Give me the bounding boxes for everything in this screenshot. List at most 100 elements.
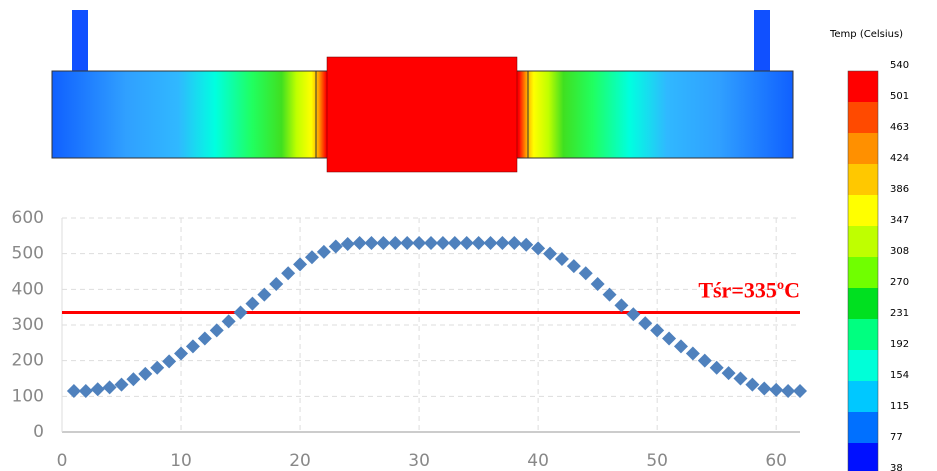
heater-block (326, 56, 518, 173)
point (90, 382, 105, 397)
point (507, 235, 522, 250)
post (72, 10, 88, 72)
heat-map (51, 10, 794, 173)
point (519, 237, 534, 252)
colorbar: Temp (Celsius) 540 501 463 424 386 347 308 270 23… (829, 29, 909, 471)
point (650, 323, 665, 338)
point (340, 237, 355, 252)
point (412, 235, 427, 250)
point (697, 353, 712, 368)
point (185, 339, 200, 354)
y-tick-label: 100 (12, 386, 44, 406)
colorbar-label: 38 (890, 463, 903, 471)
point (554, 252, 569, 267)
point (793, 383, 807, 398)
point (114, 377, 129, 392)
colorbar-segment (848, 381, 878, 412)
colorbar-segment (848, 350, 878, 381)
y-tick-label: 500 (12, 244, 44, 264)
point (638, 316, 653, 331)
colorbar-label: 424 (890, 153, 909, 164)
point (614, 298, 629, 313)
colorbar-label: 463 (890, 122, 909, 133)
point (673, 339, 688, 354)
colorbar-label: 192 (890, 339, 909, 350)
colorbar-segment (848, 133, 878, 164)
point (174, 346, 189, 361)
point (66, 383, 81, 398)
scatter-chart: 0 100 200 300 400 500 600 0 10 20 30 40 50 60 Tśr=335º… (12, 208, 807, 471)
point (293, 257, 308, 272)
point (281, 266, 296, 281)
colorbar-label: 540 (890, 60, 909, 71)
point (257, 287, 272, 302)
y-tick-label: 600 (12, 208, 44, 228)
colorbar-label: 386 (890, 184, 909, 195)
point (543, 246, 558, 261)
point (304, 250, 319, 265)
point (352, 235, 367, 250)
colorbar-segment (848, 412, 878, 443)
point (483, 235, 498, 250)
colorbar-label: 347 (890, 215, 909, 226)
point (626, 307, 641, 322)
colorbar-label: 501 (890, 91, 909, 102)
colorbar-segment (848, 288, 878, 319)
point (162, 354, 177, 369)
reference-label: Tśr=335ºC (698, 278, 800, 303)
y-tick-label: 200 (12, 351, 44, 371)
point (459, 235, 474, 250)
point (138, 366, 153, 381)
colorbar-segment (848, 226, 878, 257)
point (78, 383, 93, 398)
colorbar-label: 231 (890, 308, 909, 319)
x-tick-label: 60 (765, 451, 787, 471)
x-tick-label: 50 (646, 451, 668, 471)
colorbar-segment (848, 164, 878, 195)
colorbar-segment (848, 195, 878, 226)
point (424, 235, 438, 250)
colorbar-title: Temp (Celsius) (829, 29, 903, 40)
point (745, 377, 760, 392)
colorbar-segment (848, 319, 878, 350)
point (150, 360, 165, 375)
colorbar-label: 77 (890, 432, 903, 443)
point (316, 244, 331, 259)
point (269, 276, 284, 291)
point (733, 371, 748, 386)
point (376, 235, 391, 250)
point (447, 235, 462, 250)
point (578, 266, 593, 281)
colorbar-label: 154 (890, 370, 909, 381)
point (245, 296, 260, 311)
point (197, 331, 212, 346)
point (328, 239, 343, 254)
point (233, 305, 248, 320)
point (662, 331, 677, 346)
x-tick-label: 10 (170, 451, 192, 471)
point (102, 380, 117, 395)
point (685, 346, 700, 361)
colorbar-segment (848, 443, 878, 471)
point (769, 382, 784, 397)
x-tick-label: 20 (289, 451, 311, 471)
point (721, 366, 736, 381)
point (602, 287, 617, 302)
x-tick-label: 0 (57, 451, 68, 471)
y-tick-label: 300 (12, 315, 44, 335)
y-tick-label: 0 (33, 422, 44, 442)
point (709, 360, 724, 375)
x-tick-label: 30 (408, 451, 430, 471)
point (400, 235, 415, 250)
colorbar-label: 270 (890, 277, 909, 288)
colorbar-frame (847, 70, 879, 471)
point (757, 381, 772, 396)
y-tick-label: 400 (12, 279, 44, 299)
point (531, 241, 546, 256)
point (126, 372, 141, 387)
x-tick-label: 40 (527, 451, 549, 471)
post (754, 10, 770, 72)
point (781, 383, 796, 398)
point (209, 323, 224, 338)
